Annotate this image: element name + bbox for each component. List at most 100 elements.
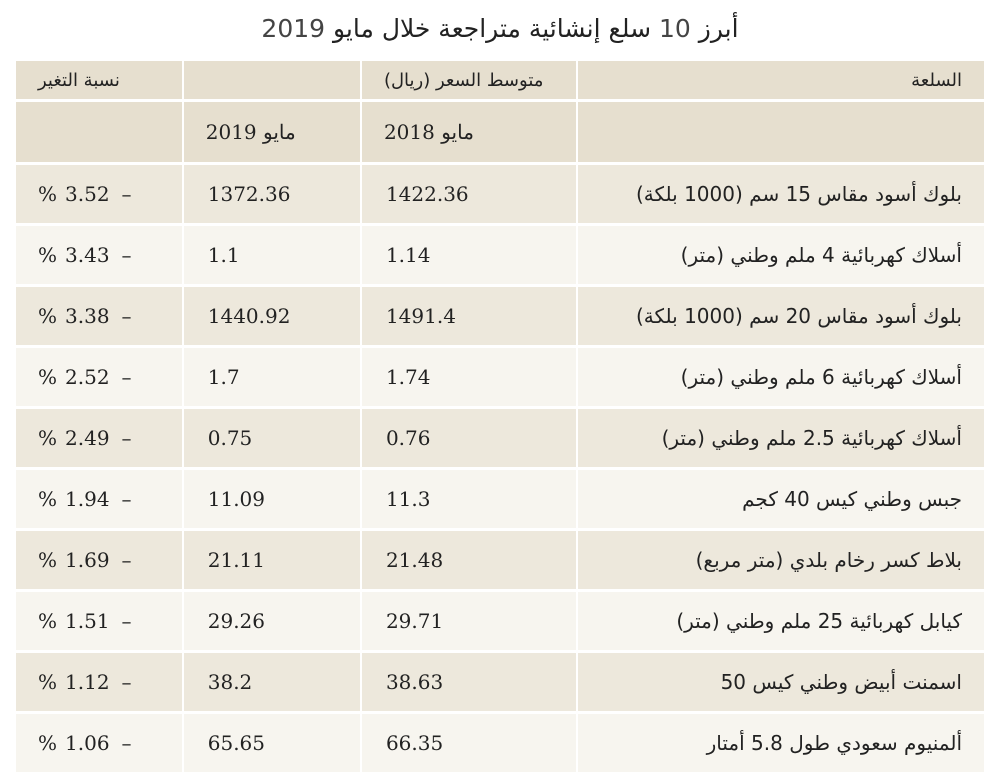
cell-item: بلوك أسود مقاس 20 سم (1000 بلكة): [577, 287, 984, 348]
cell-change: % 3.52–: [16, 165, 184, 226]
cell-price-2019: 11.09: [183, 470, 362, 531]
change-value: % 1.69–: [38, 548, 132, 572]
minus-sign: –: [121, 304, 132, 328]
change-number: 3.52: [65, 182, 110, 206]
cell-item: ألمنيوم سعودي طول 5.8 أمتار: [577, 714, 984, 775]
header-avg-price: متوسط السعر (ريال): [361, 61, 578, 102]
cell-price-2018: 11.3: [361, 470, 578, 531]
minus-sign: –: [121, 731, 132, 755]
title-year: 2019: [261, 14, 326, 43]
cell-item: بلوك أسود مقاس 15 سم (1000 بلكة): [577, 165, 984, 226]
cell-price-2018: 1491.4: [361, 287, 578, 348]
cell-item: كيابل كهربائية 25 ملم وطني (متر): [577, 592, 984, 653]
cell-price-2018: 1.14: [361, 226, 578, 287]
cell-change: % 3.43–: [16, 226, 184, 287]
percent-sign: %: [38, 426, 58, 450]
header-change: نسبة التغير: [16, 61, 184, 102]
cell-item: بلاط كسر رخام بلدي (متر مربع): [577, 531, 984, 592]
change-value: % 1.94–: [38, 487, 132, 511]
table-row: بلاط كسر رخام بلدي (متر مربع) 21.48 21.11%…: [16, 531, 984, 592]
cell-price-2019: 1.7: [183, 348, 362, 409]
cell-item: أسلاك كهربائية 2.5 ملم وطني (متر): [577, 409, 984, 470]
cell-price-2018: 38.63: [361, 653, 578, 714]
cell-price-2018: 29.71: [361, 592, 578, 653]
table-row: بلوك أسود مقاس 20 سم (1000 بلكة) 1491.4 14…: [16, 287, 984, 348]
cell-price-2019: 65.65: [183, 714, 362, 775]
minus-sign: –: [121, 487, 132, 511]
change-number: 1.94: [65, 487, 110, 511]
cell-change: % 1.51–: [16, 592, 184, 653]
minus-sign: –: [121, 426, 132, 450]
cell-item: أسلاك كهربائية 6 ملم وطني (متر): [577, 348, 984, 409]
prices-table: السلعة متوسط السعر (ريال) نسبة التغير ما…: [16, 61, 984, 775]
change-value: % 1.06–: [38, 731, 132, 755]
title-prefix: أبرز: [698, 14, 739, 43]
cell-change: % 1.12–: [16, 653, 184, 714]
cell-change: % 1.69–: [16, 531, 184, 592]
minus-sign: –: [121, 548, 132, 572]
percent-sign: %: [38, 487, 58, 511]
change-value: % 3.38–: [38, 304, 132, 328]
subheader-empty-item: [577, 102, 984, 165]
percent-sign: %: [38, 731, 58, 755]
minus-sign: –: [121, 365, 132, 389]
change-number: 3.38: [65, 304, 110, 328]
percent-sign: %: [38, 548, 58, 572]
change-number: 1.06: [65, 731, 110, 755]
change-number: 1.12: [65, 670, 110, 694]
percent-sign: %: [38, 365, 58, 389]
minus-sign: –: [121, 182, 132, 206]
cell-change: % 2.49–: [16, 409, 184, 470]
cell-change: % 2.52–: [16, 348, 184, 409]
cell-price-2018: 1.74: [361, 348, 578, 409]
table-row: أسلاك كهربائية 6 ملم وطني (متر) 1.74 1.7% 2…: [16, 348, 984, 409]
table-row: بلوك أسود مقاس 15 سم (1000 بلكة) 1422.36 1…: [16, 165, 984, 226]
subheader-row: مايو 2018 مايو 2019: [16, 102, 984, 165]
cell-price-2019: 29.26: [183, 592, 362, 653]
cell-price-2019: 21.11: [183, 531, 362, 592]
table-row: اسمنت أبيض وطني كيس 50 38.63 38.2 % 1.12–: [16, 653, 984, 714]
change-value: % 3.43–: [38, 243, 132, 267]
cell-price-2019: 38.2: [183, 653, 362, 714]
table-row: ألمنيوم سعودي طول 5.8 أمتار 66.35 65.65% 1.…: [16, 714, 984, 775]
percent-sign: %: [38, 182, 58, 206]
header-item: السلعة: [577, 61, 984, 102]
cell-price-2019: 1372.36: [183, 165, 362, 226]
cell-item: اسمنت أبيض وطني كيس 50: [577, 653, 984, 714]
change-number: 2.49: [65, 426, 110, 450]
table-row: أسلاك كهربائية 4 ملم وطني (متر) 1.14 1.1% 3…: [16, 226, 984, 287]
header-row: السلعة متوسط السعر (ريال) نسبة التغير: [16, 61, 984, 102]
minus-sign: –: [121, 243, 132, 267]
percent-sign: %: [38, 304, 58, 328]
cell-change: % 1.94–: [16, 470, 184, 531]
percent-sign: %: [38, 609, 58, 633]
subheader-may-2018: مايو 2018: [361, 102, 578, 165]
cell-item: جبس وطني كيس 40 كجم: [577, 470, 984, 531]
change-number: 2.52: [65, 365, 110, 389]
subheader-may-2019: مايو 2019: [183, 102, 362, 165]
change-value: % 1.12–: [38, 670, 132, 694]
minus-sign: –: [121, 670, 132, 694]
title-suffix: سلع إنشائية متراجعة خلال مايو: [333, 14, 652, 43]
cell-price-2018: 1422.36: [361, 165, 578, 226]
cell-price-2019: 0.75: [183, 409, 362, 470]
cell-change: % 3.38–: [16, 287, 184, 348]
title-number: 10: [659, 14, 691, 43]
change-value: % 1.51–: [38, 609, 132, 633]
cell-price-2018: 66.35: [361, 714, 578, 775]
change-number: 3.43: [65, 243, 110, 267]
page-title: أبرز 10 سلع إنشائية متراجعة خلال مايو 20…: [0, 14, 1000, 43]
change-number: 1.51: [65, 609, 110, 633]
minus-sign: –: [121, 609, 132, 633]
change-value: % 2.49–: [38, 426, 132, 450]
cell-price-2019: 1.1: [183, 226, 362, 287]
percent-sign: %: [38, 243, 58, 267]
cell-price-2018: 0.76: [361, 409, 578, 470]
table-row: جبس وطني كيس 40 كجم 11.3 11.09% 1.94–: [16, 470, 984, 531]
cell-price-2018: 21.48: [361, 531, 578, 592]
subheader-empty-change: [16, 102, 184, 165]
cell-item: أسلاك كهربائية 4 ملم وطني (متر): [577, 226, 984, 287]
change-number: 1.69: [65, 548, 110, 572]
change-value: % 2.52–: [38, 365, 132, 389]
